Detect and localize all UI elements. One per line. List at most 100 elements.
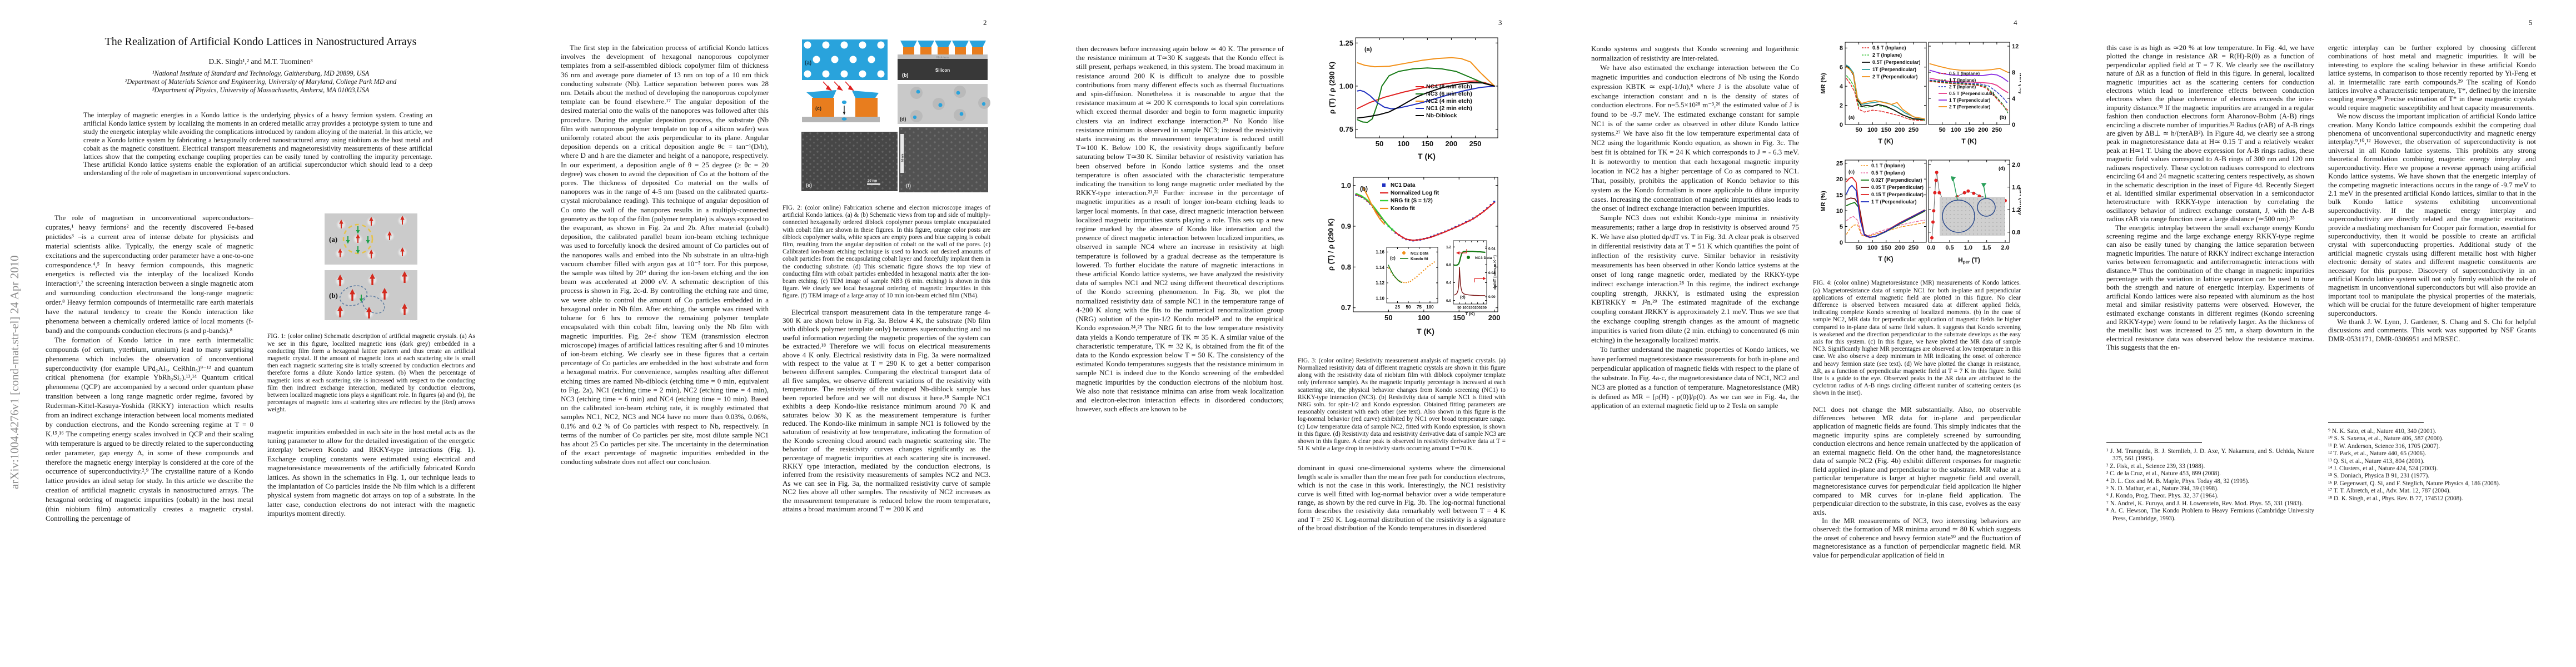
figure-2: (a) Niobium Silicon (b) (783, 36, 990, 196)
fig2-label-c: (c) (815, 106, 821, 111)
reference-item: ¹⁵ S. Doniach, Physica B 91, 231 (1977). (2328, 472, 2430, 480)
fig4-panel-c-label: (c) (1848, 169, 1855, 175)
svg-text:2.0: 2.0 (2012, 162, 2020, 168)
paragraph: Electrical transport measurement data in… (783, 307, 990, 513)
reference-item: ¹⁶ P. Gegenwart, Q. Si, and F. Steglich,… (2328, 480, 2500, 487)
p1-right-column: (a) (b) (267, 213, 475, 625)
paragraph: We thank J. W. Lynn, J. Gardener, S. Cha… (2328, 317, 2536, 343)
p4-left-column: Kondo systems and suggests that Kondo sc… (1591, 44, 1799, 607)
svg-text:0: 0 (2012, 122, 2015, 128)
affiliation-3: ³Department of Physics, University of Ma… (152, 86, 370, 94)
figure-4: 50 100 150 200 250 0 2 4 6 8 0.5 T (Inplane) 2 T (I… (1813, 34, 2021, 273)
svg-text:100: 100 (1867, 127, 1877, 133)
footnote-rule (2328, 422, 2424, 423)
fig1-schematic: (a) (b) (325, 213, 417, 320)
svg-text:2.0: 2.0 (2001, 245, 2009, 251)
fig2-panel-b: Niobium Silicon (b) (898, 39, 988, 80)
svg-text:150: 150 (1421, 140, 1433, 148)
svg-text:200: 200 (1474, 306, 1481, 310)
paper-authors: D.K. Singh¹,² and M.T. Tuominen³ (208, 57, 313, 66)
fig4c-nc3-mr-chart: 50 100 150 200 250 0 5 10 15 20 25 0.1 T (Inplane) 0… (1836, 160, 1927, 251)
svg-text:1T (Perpendicular): 1T (Perpendicular) (1872, 67, 1916, 72)
reference-item: ⁹ N. K. Sato, et al., Nature 410, 340 (2… (2328, 428, 2437, 435)
svg-text:0.00: 0.00 (1488, 296, 1496, 300)
paragraph: The first step in the fabrication proces… (561, 43, 769, 466)
fig3-panel-c-label: (c) (1390, 256, 1396, 261)
svg-text:0.0: 0.0 (1446, 299, 1451, 303)
fig2-label-d: (d) (900, 116, 906, 122)
svg-text:0.1 T (Inplane): 0.1 T (Inplane) (1871, 163, 1905, 168)
svg-text:NC2 (4 min etch): NC2 (4 min etch) (1426, 98, 1472, 104)
fig1-label-b: (b) (329, 291, 338, 300)
reference-item: ² Z. Fisk, et al., Science 239, 33 (1988… (2106, 462, 2205, 470)
fig1-caption: FIG. 1: (color online) Schematic descrip… (267, 333, 475, 414)
svg-text:1 T (Perpendicular): 1 T (Perpendicular) (1949, 98, 1990, 103)
svg-text:0.8: 0.8 (1341, 263, 1351, 271)
svg-text:50: 50 (1457, 306, 1462, 310)
paragraph: In the MR measurements of NC3, two inter… (1813, 516, 2021, 559)
svg-text:50: 50 (1855, 127, 1862, 133)
fig2-scalebar-f: 50 nm (901, 153, 904, 162)
fig2-panel-d: (d) (898, 84, 990, 124)
p5-references-left: ¹ J. M. Tranquida, B. J. Sternlieb, J. D… (2106, 442, 2314, 522)
svg-text:0.8: 0.8 (2012, 230, 2020, 236)
p3-right-column: 50 100 150 200 250 0.75 1.00 1.25 NC4 (8 min etc… (1298, 31, 1506, 647)
svg-text:2 T (Inplane): 2 T (Inplane) (1949, 84, 1976, 89)
fig2-fabrication: (a) Niobium Silicon (b) (801, 39, 990, 192)
svg-text:0.05 T (Perpendicular): 0.05 T (Perpendicular) (1871, 185, 1924, 190)
svg-text:50: 50 (1376, 140, 1383, 148)
figure-1: (a) (b) (267, 213, 475, 323)
reference-item: ⁴ D. L. Cox and M. B. Maple, Phys. Today… (2106, 477, 2250, 485)
footnote-rule (2106, 442, 2202, 443)
svg-text:150: 150 (1965, 127, 1975, 133)
paragraph: Kondo systems and suggests that Kondo sc… (1591, 44, 1799, 62)
p2-right-text: Electrical transport measurement data in… (783, 308, 990, 514)
svg-text:0.15 T (Perpendicular): 0.15 T (Perpendicular) (1871, 192, 1924, 197)
fig3-caption: FIG. 3: (color online) Resistivity measu… (1298, 357, 1506, 452)
p3-left-column: then decreases before increasing again b… (1076, 44, 1284, 606)
svg-text:200: 200 (1895, 127, 1905, 133)
svg-text:50: 50 (1939, 127, 1945, 133)
svg-text:0.5 T (Inplane): 0.5 T (Inplane) (1949, 71, 1980, 76)
fig2-label-e: (e) (806, 182, 812, 188)
fig4-panel-a-label: (a) (1848, 115, 1855, 120)
p2-left-column: The first step in the fabrication proces… (561, 43, 769, 600)
fig2-label-b: (b) (902, 72, 909, 78)
svg-text:100: 100 (1397, 140, 1409, 148)
p3-right-text: dominant in quasi one-dimensional system… (1298, 464, 1506, 532)
paragraph: this case is as high as ≃20 % at low tem… (2106, 43, 2314, 223)
svg-text:2: 2 (1840, 102, 1843, 109)
p5-right-column: ergetic interplay can be further explore… (2328, 43, 2536, 415)
fig2-scalebar-e: 20 nm (868, 180, 877, 183)
svg-text:200: 200 (1446, 140, 1458, 148)
svg-text:1.25: 1.25 (1339, 39, 1353, 47)
paragraph: ergetic interplay can be further explore… (2328, 43, 2536, 112)
page-4: 4 Kondo systems and suggests that Kondo … (1546, 0, 2061, 667)
svg-text:250: 250 (1469, 140, 1482, 148)
svg-text:250: 250 (1909, 245, 1919, 251)
svg-text:1.0: 1.0 (1964, 245, 1972, 251)
svg-text:2 T (Perpendicular): 2 T (Perpendicular) (1872, 74, 1918, 79)
page-number: 5 (2529, 18, 2533, 27)
fig3a-y-axis-label: ρ (T) / ρ (290 K) (1328, 62, 1336, 114)
fig3-panel-b-label: (b) (1360, 186, 1368, 192)
fig1-panel-a: (a) (325, 213, 417, 265)
svg-text:0.5: 0.5 (1945, 245, 1954, 251)
svg-text:NC2 Data: NC2 Data (1411, 251, 1429, 256)
svg-text:25: 25 (1836, 161, 1843, 167)
svg-text:0.5T (Perpendicular): 0.5T (Perpendicular) (1872, 59, 1921, 65)
reference-item: ¹⁰ S. S. Saxena, et al., Nature 406, 587… (2328, 435, 2444, 442)
page-number: 2 (983, 18, 987, 27)
paragraph: magnetic impurities embedded in each sit… (267, 427, 475, 518)
svg-text:2 T (Perpendicular): 2 T (Perpendicular) (1949, 104, 1990, 109)
svg-text:150: 150 (1468, 306, 1474, 310)
svg-text:1 T (Perpendicular): 1 T (Perpendicular) (1871, 199, 1917, 205)
svg-text:1.0: 1.0 (1341, 182, 1351, 190)
fig2-panel-f: 50 nm (f) (899, 127, 988, 192)
rkky-ellipse-2 (362, 295, 385, 314)
svg-text:150: 150 (1881, 245, 1891, 251)
svg-text:1.2: 1.2 (2012, 207, 2020, 213)
svg-text:0.5 T (Perpendicular): 0.5 T (Perpendicular) (1949, 91, 1994, 96)
fig3b-x-axis-label: T (K) (1417, 327, 1434, 336)
